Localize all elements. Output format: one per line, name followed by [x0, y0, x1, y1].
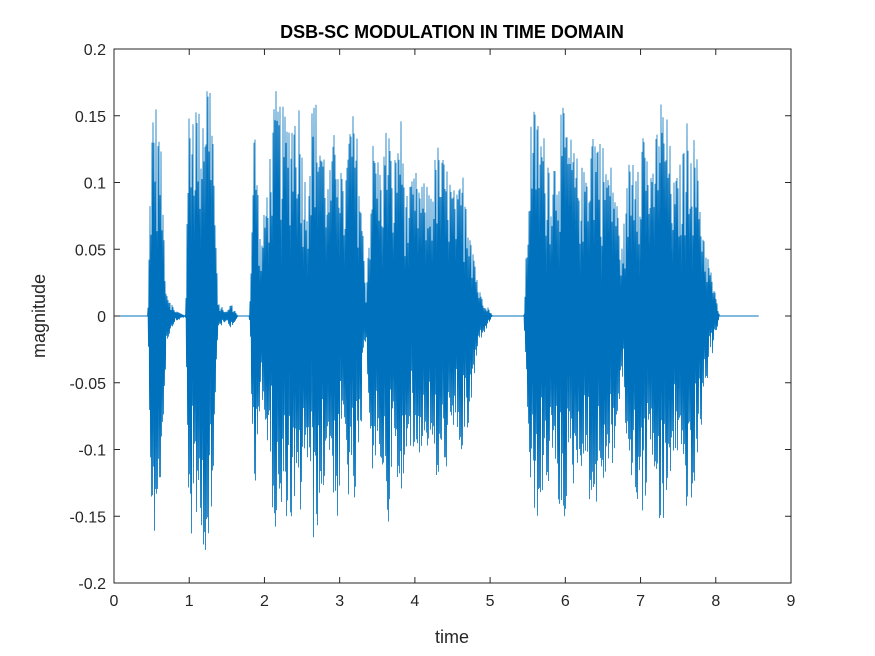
- x-tick-label: 3: [335, 593, 344, 610]
- signal-series: [114, 91, 759, 550]
- signal-trace: [114, 91, 759, 550]
- y-tick-label: 0: [97, 309, 106, 326]
- x-tick-label: 5: [486, 593, 495, 610]
- x-tick-label: 2: [260, 593, 269, 610]
- y-tick-label: -0.2: [78, 576, 106, 593]
- x-tick-label: 0: [110, 593, 119, 610]
- y-tick-label: 0.15: [75, 109, 106, 126]
- y-axis-label: magnitude: [29, 274, 49, 358]
- chart-title: DSB-SC MODULATION IN TIME DOMAIN: [280, 22, 624, 42]
- y-tick-label: -0.15: [70, 509, 107, 526]
- x-tick-label: 9: [787, 593, 796, 610]
- x-tick-label: 6: [561, 593, 570, 610]
- x-tick-label: 7: [636, 593, 645, 610]
- x-tick-label: 1: [185, 593, 194, 610]
- plot-area: 0 1 2 3 4 5 6 7 8 9 -0.2 -0.15 -0.1 -0.05 0 0.05 0.1 0.15…: [70, 42, 796, 610]
- x-tick-label: 8: [711, 593, 720, 610]
- y-tick-label: 0.1: [84, 176, 106, 193]
- y-tick-label: 0.2: [84, 42, 106, 59]
- y-tick-label: -0.1: [78, 443, 106, 460]
- y-tick-label: -0.05: [70, 376, 107, 393]
- y-tick-label: 0.05: [75, 242, 106, 259]
- x-tick-label: 4: [410, 593, 419, 610]
- ticks: 0 1 2 3 4 5 6 7 8 9 -0.2 -0.15 -0.1 -0.05 0 0.05 0.1 0.15…: [70, 42, 796, 610]
- x-axis-label: time: [435, 627, 469, 647]
